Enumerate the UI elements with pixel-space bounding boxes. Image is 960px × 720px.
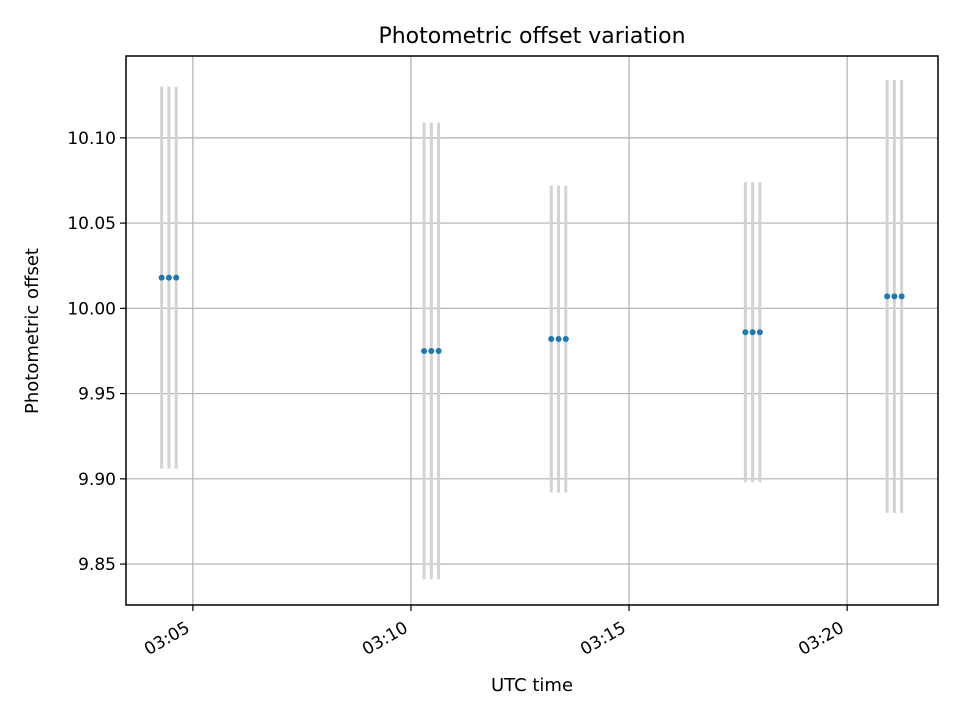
- y-tick-label: 10.10: [67, 129, 116, 149]
- data-point: [173, 274, 180, 281]
- data-point: [562, 336, 569, 343]
- y-tick-label: 9.90: [78, 470, 116, 490]
- data-point: [742, 329, 749, 336]
- data-point: [756, 329, 763, 336]
- plot-frame: [125, 55, 939, 606]
- chart-title: Photometric offset variation: [378, 24, 685, 49]
- x-tick-label: 03:20: [795, 618, 847, 660]
- x-ticks: 03:05 03:10 03:15 03:20: [141, 605, 848, 660]
- data-point: [428, 347, 435, 354]
- data-point: [548, 336, 555, 343]
- x-axis-label: UTC time: [491, 675, 573, 696]
- data-point: [421, 347, 428, 354]
- y-tick-label: 9.85: [78, 555, 116, 575]
- data-point: [898, 293, 905, 300]
- y-tick-label: 10.05: [67, 214, 116, 234]
- data-point: [158, 274, 165, 281]
- data-point: [555, 336, 562, 343]
- x-tick-label: 03:05: [141, 618, 193, 660]
- data-point: [165, 274, 172, 281]
- grid: [126, 56, 938, 605]
- data-point: [435, 347, 442, 354]
- data-point: [749, 329, 756, 336]
- y-ticks: 9.85 9.90 9.95 10.00 10.05 10.10: [67, 129, 126, 575]
- x-tick-label: 03:15: [577, 618, 629, 660]
- data-point: [884, 293, 891, 300]
- x-tick-label: 03:10: [359, 618, 411, 660]
- data-points: [158, 274, 905, 354]
- data-point: [891, 293, 898, 300]
- error-bars: [160, 79, 904, 580]
- y-tick-label: 9.95: [78, 385, 116, 405]
- y-axis-label: Photometric offset: [22, 248, 43, 414]
- y-tick-label: 10.00: [67, 299, 116, 319]
